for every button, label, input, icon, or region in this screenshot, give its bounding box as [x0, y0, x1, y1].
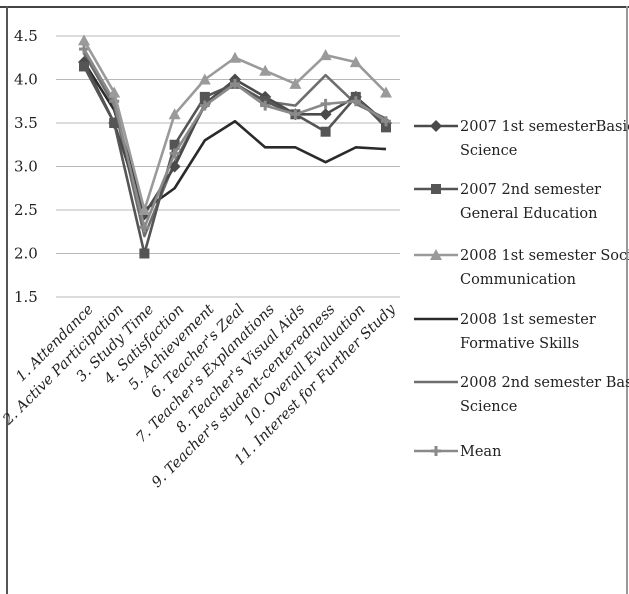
- data-point: [199, 91, 210, 102]
- data-point: [168, 108, 181, 120]
- legend-marker: [430, 249, 442, 260]
- data-point: [380, 86, 392, 98]
- data-point: [198, 73, 211, 85]
- legend-label: 2008 1st semester Social: [460, 248, 629, 264]
- data-point: [350, 96, 361, 107]
- legend-label: Communication: [460, 272, 576, 288]
- data-point: [109, 118, 120, 128]
- legend-item: Mean: [414, 444, 501, 460]
- y-axis-ticks: 1.5 2.0 2.5 3.0 3.5 4.0 4.5: [14, 27, 38, 306]
- legend-label: General Education: [460, 206, 597, 222]
- x-tick-label: 2. Active Participation: [0, 302, 127, 429]
- legend-item: 2008 2nd semester Basic Science: [414, 375, 629, 415]
- series-3: [78, 34, 392, 215]
- data-point: [320, 126, 331, 137]
- data-point: [319, 49, 332, 61]
- data-point: [319, 108, 332, 121]
- legend-label: Formative Skills: [460, 336, 579, 352]
- legend-marker: [431, 446, 441, 456]
- legend-marker: [430, 120, 442, 132]
- y-tick-label: 3.5: [14, 114, 38, 132]
- y-tick-label: 2.0: [14, 245, 38, 263]
- data-point: [169, 139, 180, 150]
- legend-item: 2007 1st semesterBasic Science: [414, 119, 629, 159]
- legend-label: Science: [460, 399, 517, 415]
- data-point: [230, 78, 240, 89]
- data-point: [259, 64, 272, 76]
- series-lines: [78, 34, 392, 259]
- data-point: [138, 204, 151, 215]
- data-point: [79, 61, 89, 72]
- legend-marker: [431, 184, 441, 194]
- legend-item: 2007 2nd semester General Education: [414, 182, 601, 222]
- legend-item: 2008 1st semester Formative Skills: [414, 312, 596, 352]
- legend-label: 2007 2nd semester: [460, 182, 601, 198]
- data-point: [169, 148, 180, 159]
- data-point: [381, 116, 391, 127]
- legend-item: 2008 1st semester Social Communication: [414, 248, 629, 288]
- data-point: [199, 100, 210, 111]
- gridlines: [56, 35, 400, 298]
- data-point: [290, 109, 301, 120]
- data-point: [381, 122, 391, 133]
- data-point: [108, 86, 121, 98]
- frame-border-top: [0, 6, 629, 8]
- legend: 2007 1st semesterBasic Science 2007 2nd se…: [414, 119, 629, 460]
- data-point: [289, 77, 302, 89]
- frame-border-left: [6, 6, 8, 594]
- y-tick-label: 4.0: [14, 71, 38, 89]
- y-tick-label: 1.5: [14, 288, 38, 306]
- legend-label: 2008 2nd semester Basic: [460, 375, 629, 391]
- y-tick-label: 3.0: [14, 158, 38, 176]
- data-point: [320, 98, 331, 109]
- legend-label: 2007 1st semesterBasic: [460, 119, 629, 135]
- data-point: [349, 56, 362, 68]
- data-point: [78, 34, 90, 46]
- y-tick-label: 2.5: [14, 201, 38, 219]
- series-4: [82, 61, 387, 212]
- series-6: [79, 44, 391, 233]
- data-point: [79, 44, 89, 55]
- legend-label: Science: [460, 143, 517, 159]
- data-point: [139, 248, 150, 259]
- legend-label: 2008 1st semester: [460, 312, 596, 328]
- legend-label: Mean: [460, 444, 501, 460]
- data-point: [229, 51, 241, 63]
- y-tick-label: 4.5: [14, 27, 38, 45]
- data-point: [260, 100, 271, 111]
- frame-border-right: [626, 6, 628, 594]
- series-line: [82, 61, 387, 212]
- data-point: [139, 222, 150, 233]
